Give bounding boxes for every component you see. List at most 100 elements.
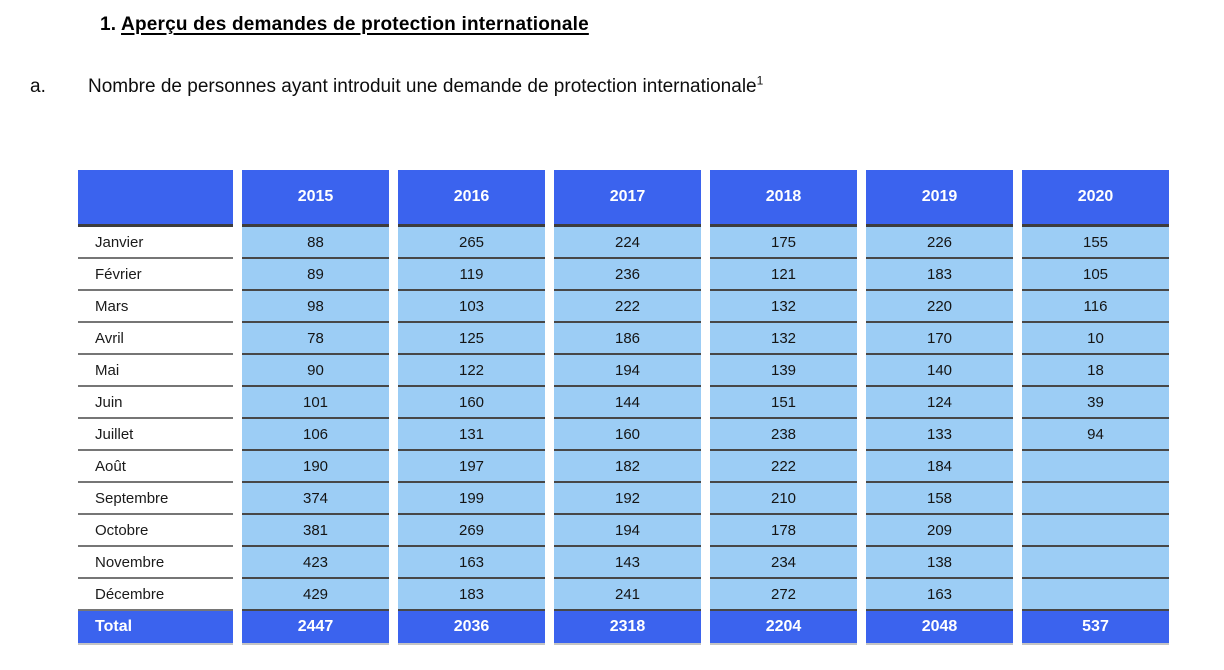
total-label-cell: Total: [78, 611, 233, 645]
value-cell: 10: [1022, 323, 1169, 355]
value-cell: 175: [710, 227, 857, 259]
month-label-cell: Février: [78, 259, 233, 291]
value-cell: 190: [242, 451, 389, 483]
table-footer: Total 2447 2036 2318 2204 2048 537: [78, 611, 1169, 645]
month-label-cell: Avril: [78, 323, 233, 355]
value-cell: 265: [398, 227, 545, 259]
value-cell: 163: [398, 547, 545, 579]
value-cell: 220: [866, 291, 1013, 323]
value-cell: 222: [554, 291, 701, 323]
value-cell: 78: [242, 323, 389, 355]
value-cell: 94: [1022, 419, 1169, 451]
subsection-text: Nombre de personnes ayant introduit une …: [88, 73, 764, 97]
table-row: Octobre 381 269 194 178 209: [78, 515, 1169, 547]
value-cell: 182: [554, 451, 701, 483]
empty-value-cell: [1022, 515, 1169, 547]
section-title-text: Aperçu des demandes de protection intern…: [121, 14, 589, 35]
value-cell: 119: [398, 259, 545, 291]
table-row: Juin 101 160 144 151 124 39: [78, 387, 1169, 419]
total-value-cell: 2447: [242, 611, 389, 645]
value-cell: 125: [398, 323, 545, 355]
total-row: Total 2447 2036 2318 2204 2048 537: [78, 611, 1169, 645]
applications-table: 2015 2016 2017 2018 2019 2020 Janvier 88 265 224…: [69, 170, 1178, 645]
total-value-cell: 2318: [554, 611, 701, 645]
value-cell: 132: [710, 323, 857, 355]
total-value-cell: 2204: [710, 611, 857, 645]
value-cell: 143: [554, 547, 701, 579]
section-title: 1. Aperçu des demandes de protection int…: [100, 14, 589, 36]
subsection-letter: a.: [30, 76, 46, 97]
value-cell: 155: [1022, 227, 1169, 259]
month-label-cell: Mars: [78, 291, 233, 323]
table-row: Décembre 429 183 241 272 163: [78, 579, 1169, 611]
total-value-cell: 537: [1022, 611, 1169, 645]
table-row: Novembre 423 163 143 234 138: [78, 547, 1169, 579]
corner-header-cell: [78, 170, 233, 227]
value-cell: 170: [866, 323, 1013, 355]
value-cell: 194: [554, 355, 701, 387]
year-header-2018: 2018: [710, 170, 857, 227]
month-label-cell: Mai: [78, 355, 233, 387]
total-value-cell: 2048: [866, 611, 1013, 645]
value-cell: 183: [398, 579, 545, 611]
year-header-2019: 2019: [866, 170, 1013, 227]
table-body: Janvier 88 265 224 175 226 155 Février 89 119 236 1…: [78, 227, 1169, 611]
value-cell: 224: [554, 227, 701, 259]
value-cell: 131: [398, 419, 545, 451]
year-header-2016: 2016: [398, 170, 545, 227]
footnote-reference: 1: [756, 73, 764, 88]
year-header-2020: 2020: [1022, 170, 1169, 227]
value-cell: 222: [710, 451, 857, 483]
value-cell: 98: [242, 291, 389, 323]
value-cell: 381: [242, 515, 389, 547]
value-cell: 18: [1022, 355, 1169, 387]
section-number: 1.: [100, 14, 117, 35]
month-label-cell: Janvier: [78, 227, 233, 259]
table-header-row: 2015 2016 2017 2018 2019 2020: [78, 170, 1169, 227]
table-row: Juillet 106 131 160 238 133 94: [78, 419, 1169, 451]
value-cell: 160: [398, 387, 545, 419]
month-label-cell: Novembre: [78, 547, 233, 579]
value-cell: 429: [242, 579, 389, 611]
value-cell: 158: [866, 483, 1013, 515]
value-cell: 122: [398, 355, 545, 387]
value-cell: 105: [1022, 259, 1169, 291]
value-cell: 101: [242, 387, 389, 419]
value-cell: 151: [710, 387, 857, 419]
value-cell: 226: [866, 227, 1013, 259]
value-cell: 39: [1022, 387, 1169, 419]
month-label-cell: Juin: [78, 387, 233, 419]
value-cell: 163: [866, 579, 1013, 611]
value-cell: 236: [554, 259, 701, 291]
value-cell: 272: [710, 579, 857, 611]
value-cell: 241: [554, 579, 701, 611]
year-header-2015: 2015: [242, 170, 389, 227]
value-cell: 106: [242, 419, 389, 451]
month-label-cell: Décembre: [78, 579, 233, 611]
value-cell: 199: [398, 483, 545, 515]
value-cell: 238: [710, 419, 857, 451]
value-cell: 160: [554, 419, 701, 451]
year-header-2017: 2017: [554, 170, 701, 227]
empty-value-cell: [1022, 579, 1169, 611]
table-row: Mars 98 103 222 132 220 116: [78, 291, 1169, 323]
value-cell: 192: [554, 483, 701, 515]
value-cell: 234: [710, 547, 857, 579]
value-cell: 210: [710, 483, 857, 515]
value-cell: 140: [866, 355, 1013, 387]
total-value-cell: 2036: [398, 611, 545, 645]
month-label-cell: Juillet: [78, 419, 233, 451]
table-row: Janvier 88 265 224 175 226 155: [78, 227, 1169, 259]
month-label-cell: Août: [78, 451, 233, 483]
empty-value-cell: [1022, 547, 1169, 579]
subsection-text-main: Nombre de personnes ayant introduit une …: [88, 76, 757, 97]
table-row: Septembre 374 199 192 210 158: [78, 483, 1169, 515]
month-label-cell: Septembre: [78, 483, 233, 515]
value-cell: 138: [866, 547, 1013, 579]
value-cell: 186: [554, 323, 701, 355]
value-cell: 184: [866, 451, 1013, 483]
value-cell: 89: [242, 259, 389, 291]
value-cell: 121: [710, 259, 857, 291]
value-cell: 209: [866, 515, 1013, 547]
value-cell: 144: [554, 387, 701, 419]
